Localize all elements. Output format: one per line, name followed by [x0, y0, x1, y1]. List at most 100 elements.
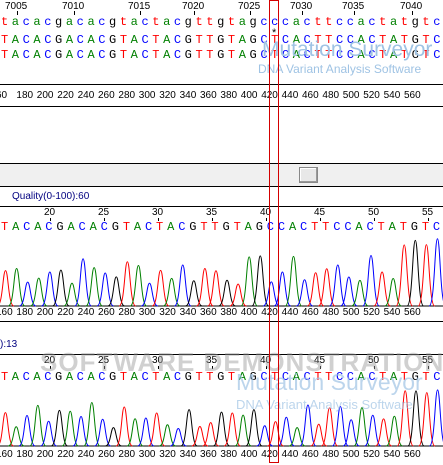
trace-peak	[317, 268, 336, 307]
base-letter: G	[217, 370, 225, 384]
trace-peak	[351, 279, 369, 307]
divider	[0, 186, 443, 187]
scale-tick-label: 560	[404, 307, 421, 318]
trace-peak	[202, 422, 220, 447]
scale-tick-label: 340	[179, 307, 197, 318]
base-letter: G	[411, 370, 419, 384]
trace-peak	[234, 414, 252, 447]
base-letter: T	[379, 370, 387, 384]
base-letter: C	[22, 33, 30, 47]
variant-selection-box[interactable]	[269, 0, 279, 463]
base-letter: c	[98, 15, 106, 29]
scale-tick-label: 480	[322, 307, 340, 318]
base-letter: T	[379, 33, 387, 47]
scale-tick-label: 500	[342, 449, 360, 460]
base-letter: C	[368, 33, 376, 47]
base-letter: T	[227, 48, 236, 62]
base-letter: A	[11, 33, 19, 47]
trace-peak	[72, 415, 90, 447]
base-letter: A	[288, 220, 297, 234]
trace-peak	[384, 277, 402, 307]
scale-tick-label: 520	[363, 90, 380, 101]
trace-peak	[267, 421, 284, 447]
ref-position-label: 7035	[342, 1, 365, 12]
scale-tick-label: 460	[302, 307, 319, 318]
base-letter: A	[33, 48, 41, 62]
base-letter: A	[87, 48, 95, 62]
base-letter: g	[249, 15, 257, 29]
ref-position-label: 7015	[128, 1, 151, 12]
trace-peak	[299, 404, 317, 447]
trace-peak	[417, 244, 436, 307]
scale-tick-label: 400	[240, 90, 258, 101]
trace-peak	[129, 264, 148, 307]
base-letter: c	[44, 15, 52, 29]
base-letter: C	[141, 370, 149, 384]
trace-peak	[229, 283, 247, 307]
trace-tick-label: 40	[260, 355, 272, 366]
trace-peak	[61, 410, 79, 447]
base-letter: t	[314, 15, 322, 29]
base-letter: T	[399, 220, 407, 234]
base-letter: c	[76, 15, 84, 29]
trace-tick-label: 20	[44, 355, 56, 366]
base-letter: A	[130, 48, 138, 62]
trace-peak	[218, 279, 236, 307]
base-letter: A	[11, 370, 19, 384]
variant-marker: *	[272, 27, 277, 39]
trace-peak	[212, 411, 231, 447]
trace-peak	[288, 427, 306, 447]
base-letter: T	[422, 33, 430, 47]
trace-peak	[418, 392, 436, 447]
base-letter: T	[206, 370, 214, 384]
base-letter: c	[303, 15, 311, 29]
scale-tick-label: 320	[159, 90, 176, 101]
base-letter: a	[238, 15, 246, 29]
base-letter: A	[389, 33, 398, 47]
base-letter: T	[325, 33, 333, 47]
trace-peak	[310, 423, 328, 447]
base-letter: T	[271, 48, 279, 62]
base-letter: A	[87, 33, 95, 47]
base-letter: T	[152, 33, 160, 47]
trace-tick-label: 35	[206, 355, 218, 366]
trace-peak	[277, 416, 295, 447]
trace-2-chromatogram	[0, 389, 443, 447]
base-letter: T	[1, 48, 9, 62]
trace-peak	[245, 409, 263, 447]
trace-tick-label: 45	[314, 207, 326, 218]
base-letter: C	[98, 370, 106, 384]
trace-peak	[40, 420, 57, 447]
trace-peak	[83, 402, 101, 447]
base-letter: C	[100, 220, 108, 234]
base-letter: C	[333, 220, 341, 234]
base-letter: T	[271, 33, 279, 47]
base-letter: c	[141, 15, 149, 29]
trace-tick-label: 55	[422, 355, 434, 366]
scroll-thumb[interactable]	[299, 167, 318, 183]
base-letter: C	[344, 220, 352, 234]
base-letter: G	[249, 370, 257, 384]
base-letter: A	[238, 370, 246, 384]
base-letter: c	[433, 15, 441, 29]
base-letter: G	[184, 33, 192, 47]
base-letter: A	[65, 370, 74, 384]
trace-peak	[85, 267, 103, 307]
base-letter: g	[184, 15, 192, 29]
scale-tick-label: 300	[138, 307, 156, 318]
base-letter: g	[217, 15, 225, 29]
base-letter: g	[411, 15, 419, 29]
divider	[0, 163, 443, 164]
scroll-track[interactable]	[0, 164, 443, 186]
base-letter: G	[55, 370, 63, 384]
scale-tick-label: 540	[383, 307, 401, 318]
base-letter: A	[89, 220, 97, 234]
base-letter: A	[292, 33, 300, 47]
scale-tick-label: 280	[118, 307, 136, 318]
base-letter: C	[335, 48, 344, 62]
base-letter: t	[325, 15, 333, 29]
watermark-subtitle: DNA Variant Analysis Software	[258, 62, 422, 76]
scale-tick-label: 260	[98, 90, 115, 101]
